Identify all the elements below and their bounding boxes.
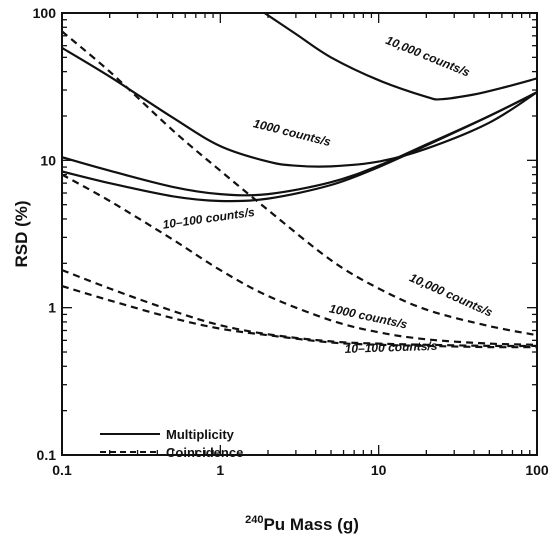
y-tick-label: 0.1: [37, 447, 57, 463]
curve-annotation: 1000 counts/s: [328, 301, 409, 331]
multiplicity-1000-counts-s-curve: [62, 46, 537, 168]
x-axis-title: 240Pu Mass (g): [245, 514, 359, 534]
x-tick-label: 0.1: [52, 462, 72, 478]
legend-label-coincidence: Coincidence: [166, 445, 243, 460]
legend: Multiplicity Coincidence: [100, 427, 243, 460]
y-tick-labels: 0.1 1 10 100: [33, 5, 57, 463]
curve-annotation: 10–100 counts/s: [162, 205, 256, 232]
x-tick-labels: 0.1 1 10 100: [52, 462, 549, 478]
y-axis-title: RSD (%): [12, 200, 31, 267]
x-axis-title-superscript: 240: [245, 514, 263, 526]
curve-annotation: 10,000 counts/s: [384, 33, 472, 80]
curve-annotation: 1000 counts/s: [252, 116, 333, 149]
coincidence-10-100-counts-s-lower-curve: [62, 285, 537, 349]
legend-label-multiplicity: Multiplicity: [166, 427, 235, 442]
curve-annotation: 10,000 counts/s: [407, 270, 495, 319]
curves-layer: [62, 13, 537, 349]
coincidence-10-000-counts-s-curve: [62, 30, 537, 337]
x-axis-title-main: Pu Mass (g): [263, 515, 358, 534]
x-tick-label: 100: [525, 462, 549, 478]
y-tick-label: 100: [33, 5, 57, 21]
y-tick-label: 1: [48, 300, 56, 316]
coincidence-10-100-counts-s-upper-curve: [62, 269, 537, 348]
multiplicity-10-000-counts-s-curve: [263, 13, 537, 101]
x-tick-label: 10: [371, 462, 387, 478]
ticks-layer: [61, 13, 537, 456]
multiplicity-10-100-counts-s-lower-curve: [62, 91, 537, 203]
multiplicity-10-100-counts-s-upper-curve: [62, 91, 537, 197]
curve-annotation: 10–100 counts/s: [344, 339, 437, 356]
x-tick-label: 1: [216, 462, 224, 478]
plot-frame: [61, 12, 538, 456]
coincidence-1000-counts-s-curve: [62, 173, 537, 346]
y-tick-label: 10: [40, 152, 56, 168]
